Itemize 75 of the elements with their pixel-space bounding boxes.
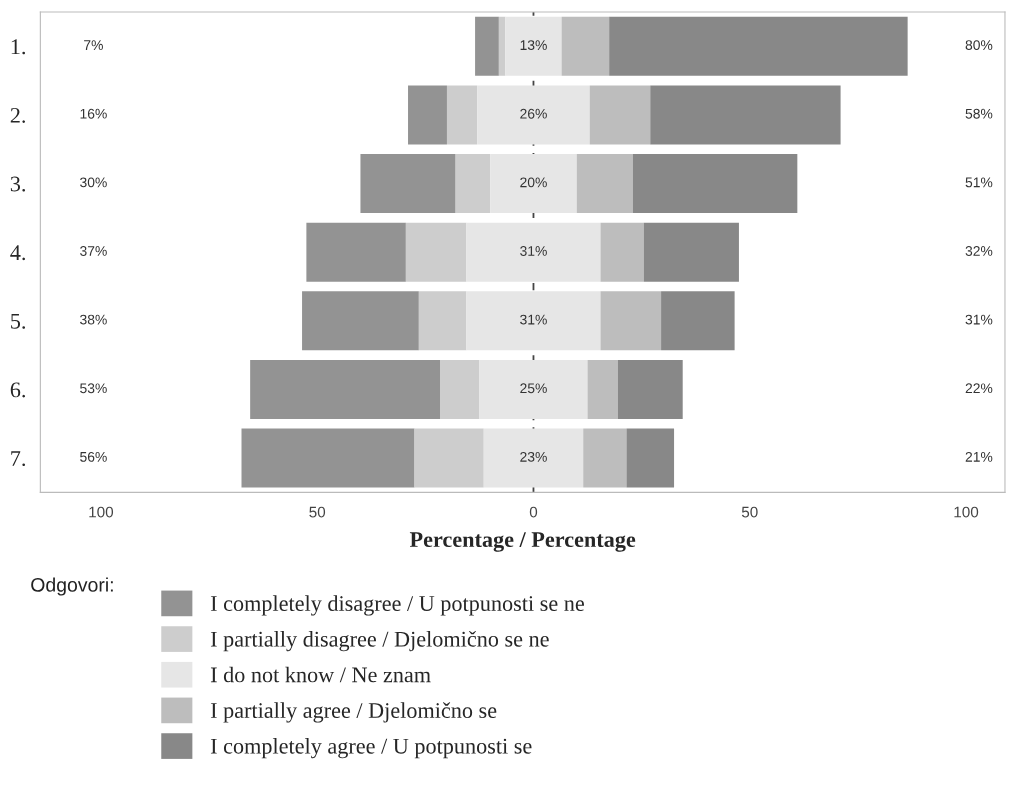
annotation: 58% [965, 108, 993, 119]
x-tick-label: 50 [741, 506, 758, 518]
x-axis-title: Percentage / Percentage [409, 532, 636, 552]
bar [405, 222, 467, 282]
y-tick-label: 6. [10, 382, 26, 398]
legend-label: I partially disagree / Djelomično se ne [210, 631, 549, 652]
bar [446, 85, 478, 145]
legend-label: I completely agree / U potpunosti se [210, 738, 532, 759]
x-tick-label: 0 [529, 506, 538, 518]
data-label: 13% [520, 40, 547, 51]
bar [490, 154, 577, 214]
y-tick-label: 7. [11, 451, 26, 467]
annotation: 21% [965, 451, 993, 462]
annotation: 38% [80, 314, 107, 325]
bar [617, 359, 683, 419]
bar [632, 154, 798, 214]
bar [498, 16, 506, 76]
annotation: 32% [965, 246, 993, 256]
bar [414, 428, 484, 488]
y-tick-label: 1. [11, 39, 26, 55]
legend-label: I do not know / Ne znam [210, 666, 431, 683]
annotation: 80% [965, 40, 993, 51]
bar [440, 359, 480, 419]
bar [466, 291, 601, 351]
annotation: 53% [80, 383, 107, 394]
bar [609, 16, 908, 76]
bar [626, 428, 675, 488]
bar [418, 291, 467, 351]
bar [408, 85, 447, 145]
bar [302, 291, 419, 351]
bar [583, 428, 627, 488]
legend-title: Odgovori: [31, 577, 113, 596]
y-tick-label: 5. [11, 313, 26, 329]
bar [561, 16, 610, 76]
bar [360, 154, 456, 214]
bar [505, 16, 562, 76]
annotation: 31% [965, 314, 993, 325]
data-label: 31% [520, 246, 547, 256]
annotation: 30% [80, 177, 107, 188]
bar [466, 222, 601, 282]
bar [455, 154, 491, 214]
bar [241, 428, 415, 488]
x-tick-label: 100 [89, 506, 114, 518]
bar [483, 428, 584, 488]
data-label: 20% [520, 177, 547, 188]
data-label: 31% [520, 314, 547, 325]
annotation: 7% [84, 40, 103, 50]
bar [576, 154, 633, 214]
bar [477, 85, 590, 145]
annotation: 37% [80, 246, 107, 256]
bar [250, 359, 441, 419]
y-tick-label: 3. [10, 176, 26, 192]
bar [589, 85, 651, 145]
x-tick-label: 100 [954, 506, 979, 518]
bar [643, 222, 739, 282]
data-label: 25% [520, 383, 547, 394]
legend-label: I completely disagree / U potpunosti se ne [210, 595, 584, 616]
annotation: 51% [965, 177, 993, 188]
y-tick-label: 2. [10, 107, 26, 123]
bar [661, 291, 735, 351]
y-tick-label: 4. [10, 245, 26, 261]
annotation: 56% [80, 451, 107, 462]
annotation: 16% [80, 108, 107, 119]
bar [600, 291, 662, 351]
bar [600, 222, 644, 282]
bar [475, 16, 499, 76]
data-label: 26% [520, 108, 547, 119]
x-tick-label: 50 [309, 506, 326, 518]
data-label: 23% [520, 451, 547, 462]
legend-label: I partially agree / Djelomično se [210, 702, 497, 723]
bar [479, 359, 588, 419]
bar [650, 85, 841, 145]
annotation: 22% [965, 383, 993, 394]
bar [587, 359, 618, 419]
bar [306, 222, 406, 282]
